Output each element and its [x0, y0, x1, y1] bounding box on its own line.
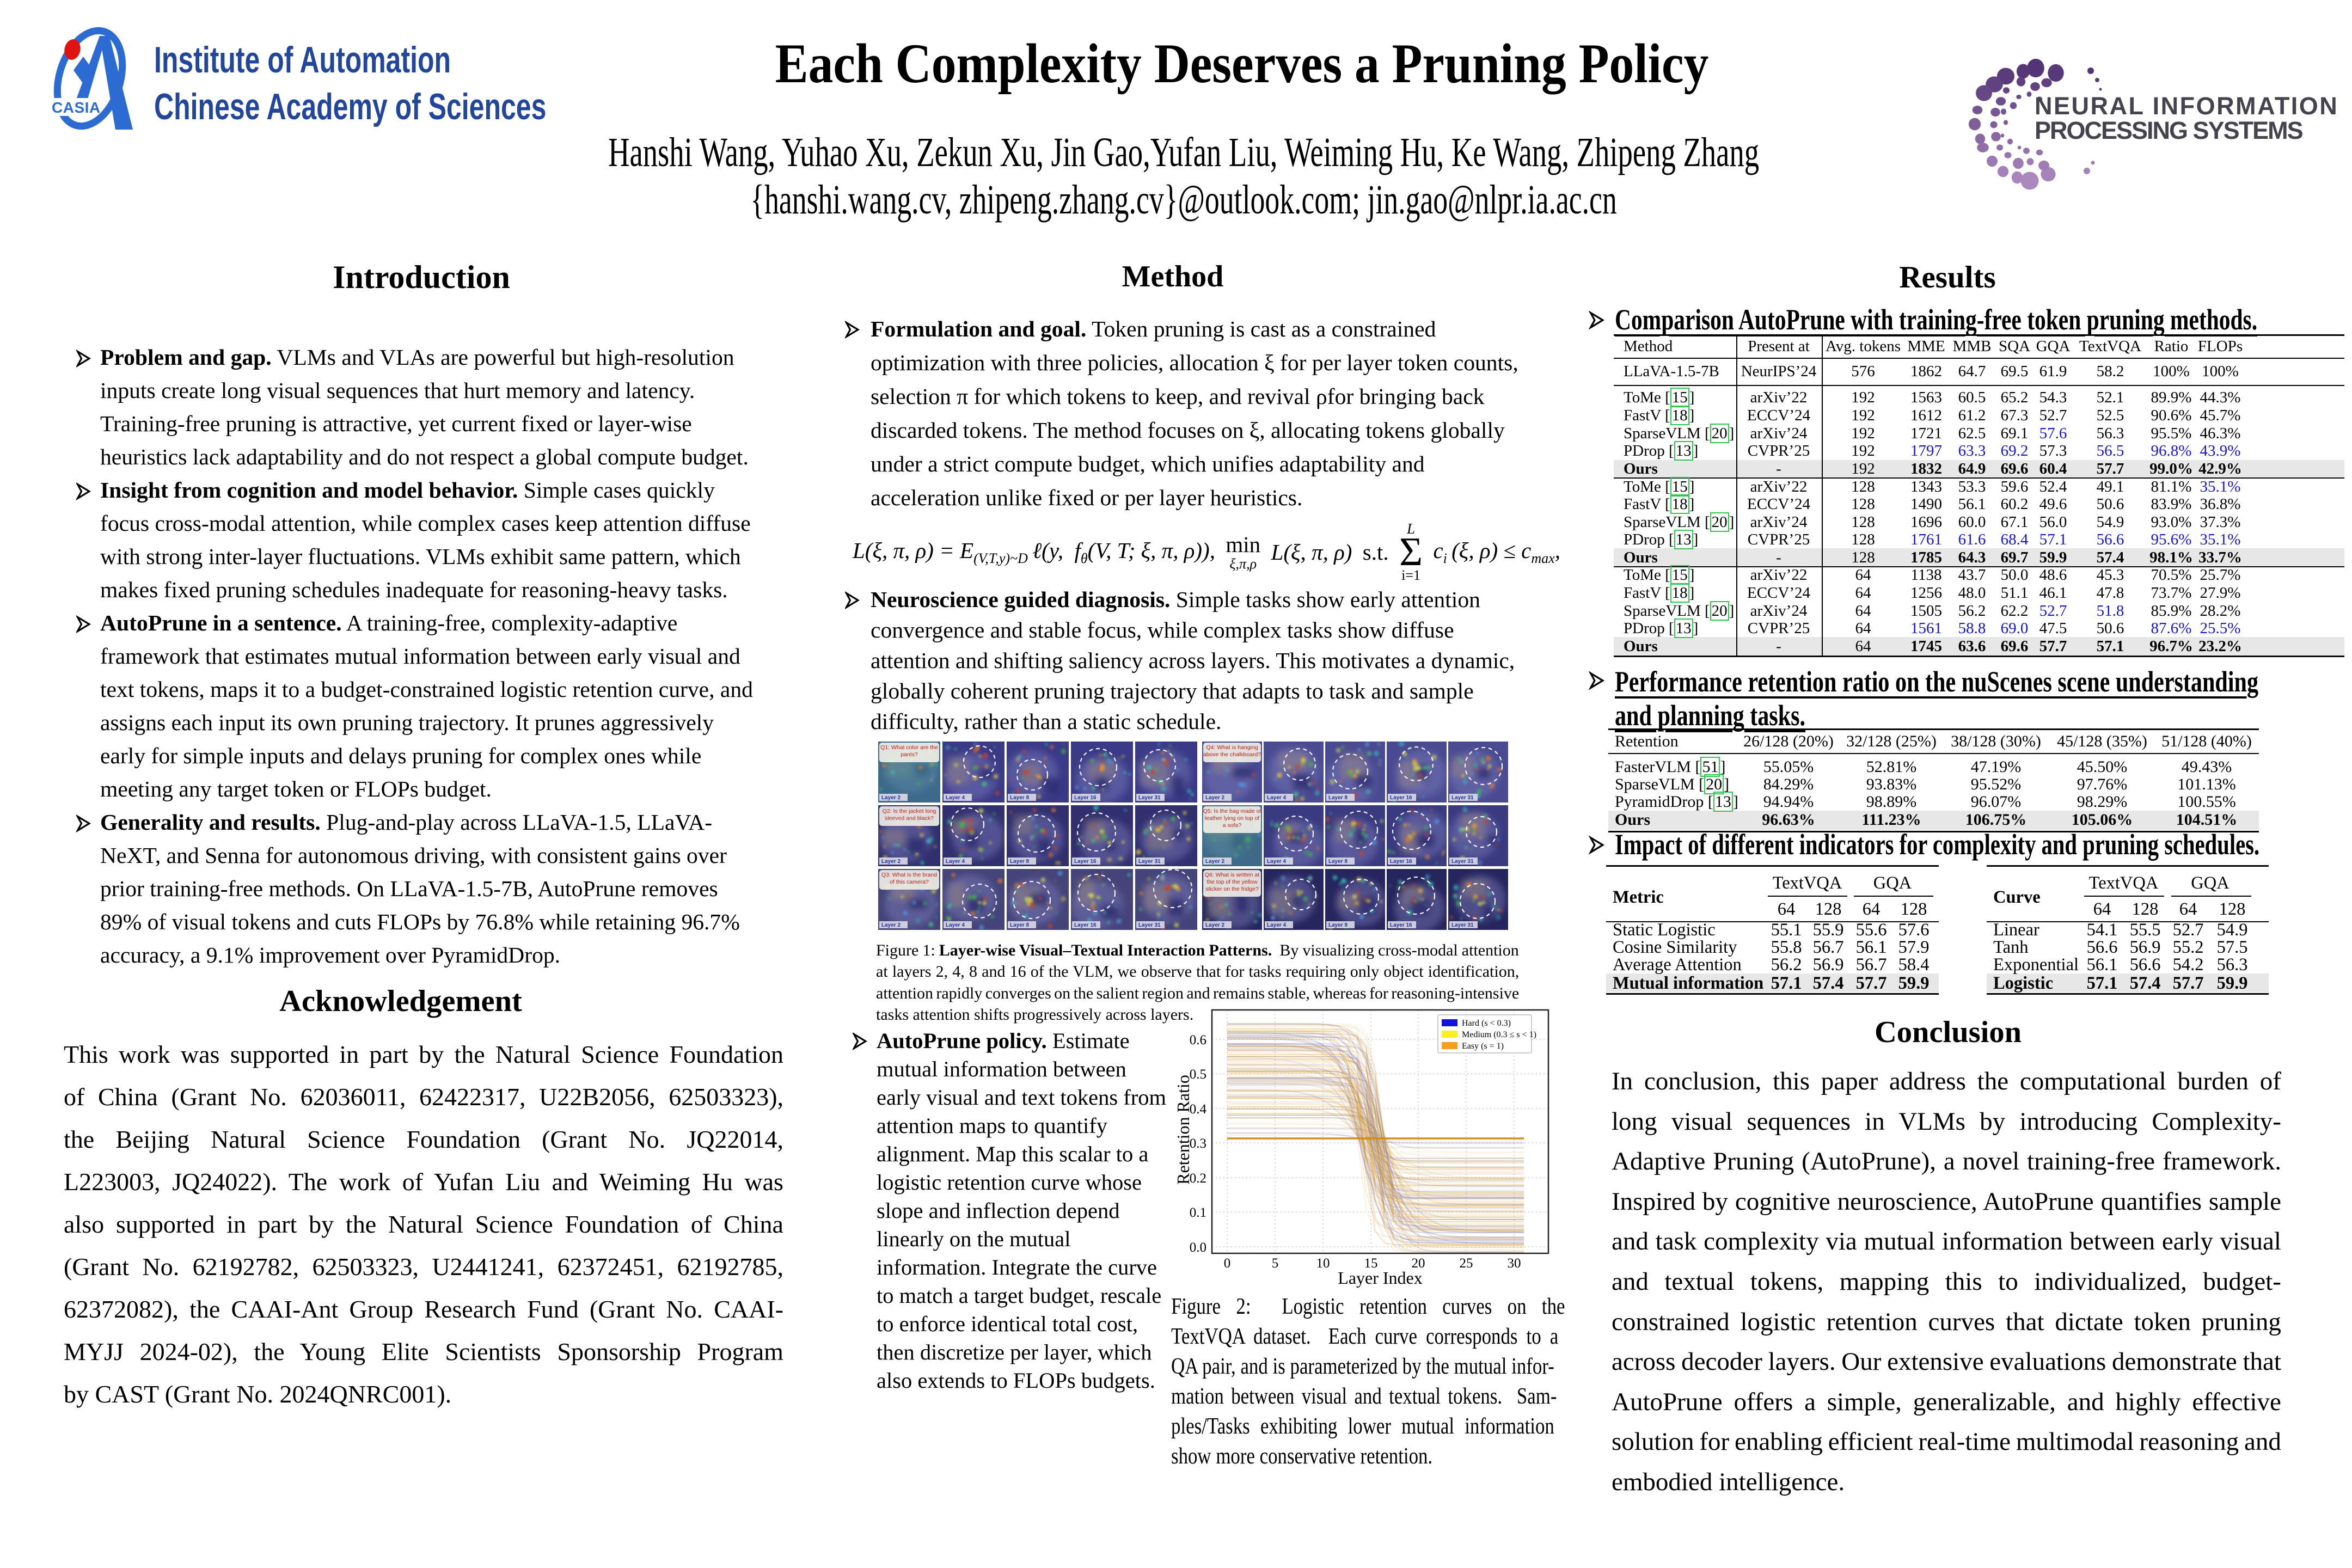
- svg-text:Layer 4: Layer 4: [946, 922, 965, 928]
- svg-text:Layer 31: Layer 31: [1451, 922, 1474, 928]
- svg-text:pants?: pants?: [901, 751, 918, 758]
- svg-text:Layer 31: Layer 31: [1451, 795, 1474, 801]
- svg-text:Layer 4: Layer 4: [1267, 859, 1286, 865]
- svg-text:Easy (s = 1): Easy (s = 1): [1462, 1042, 1504, 1051]
- svg-text:0.3: 0.3: [1190, 1136, 1206, 1151]
- svg-text:Layer 16: Layer 16: [1390, 922, 1412, 928]
- svg-text:0.1: 0.1: [1190, 1205, 1206, 1220]
- svg-text:Layer 2: Layer 2: [1205, 859, 1224, 865]
- svg-text:Q6: What is written at: Q6: What is written at: [1205, 872, 1259, 878]
- svg-text:25: 25: [1460, 1256, 1473, 1271]
- svg-text:Q3: What is the brand: Q3: What is the brand: [881, 872, 937, 878]
- svg-text:Retention Ratio: Retention Ratio: [1173, 1075, 1193, 1185]
- svg-text:Layer 16: Layer 16: [1074, 859, 1097, 865]
- svg-text:sleeved and black?: sleeved and black?: [885, 815, 934, 822]
- svg-text:Layer 2: Layer 2: [881, 922, 901, 928]
- svg-text:0.4: 0.4: [1190, 1102, 1207, 1117]
- svg-text:10: 10: [1316, 1256, 1330, 1271]
- svg-text:15: 15: [1364, 1256, 1378, 1271]
- svg-text:Layer 8: Layer 8: [1010, 795, 1029, 801]
- svg-text:the top of the yellow: the top of the yellow: [1206, 879, 1258, 885]
- svg-text:Q2: Is the jacket long: Q2: Is the jacket long: [883, 808, 936, 814]
- svg-text:Layer 31: Layer 31: [1138, 859, 1161, 865]
- svg-text:0.5: 0.5: [1190, 1067, 1206, 1082]
- svg-text:above the chalkboard?: above the chalkboard?: [1203, 751, 1261, 758]
- svg-text:Layer 8: Layer 8: [1010, 922, 1029, 928]
- svg-text:Layer 8: Layer 8: [1010, 859, 1029, 865]
- svg-text:20: 20: [1412, 1256, 1425, 1271]
- svg-text:0.2: 0.2: [1190, 1171, 1206, 1186]
- svg-text:30: 30: [1508, 1256, 1521, 1271]
- svg-text:Layer 31: Layer 31: [1138, 922, 1161, 928]
- svg-text:Layer 8: Layer 8: [1328, 922, 1347, 928]
- svg-text:Layer 8: Layer 8: [1328, 859, 1347, 865]
- svg-text:Layer 4: Layer 4: [1267, 922, 1286, 928]
- svg-text:0.0: 0.0: [1190, 1240, 1206, 1255]
- svg-text:leather lying on top of: leather lying on top of: [1205, 815, 1259, 822]
- svg-text:Layer 31: Layer 31: [1138, 795, 1161, 801]
- svg-text:Layer 8: Layer 8: [1328, 795, 1347, 801]
- svg-text:Layer 4: Layer 4: [946, 859, 965, 865]
- svg-text:Q5: Is the bag made of: Q5: Is the bag made of: [1203, 808, 1261, 814]
- svg-text:Layer 2: Layer 2: [881, 859, 901, 865]
- svg-text:sticker on the fridge?: sticker on the fridge?: [1205, 886, 1259, 892]
- svg-text:Q4: What is hanging: Q4: What is hanging: [1206, 744, 1258, 751]
- svg-text:Medium (0.3 ≤ s < 1): Medium (0.3 ≤ s < 1): [1462, 1030, 1536, 1039]
- svg-text:Layer 2: Layer 2: [1205, 922, 1224, 928]
- svg-text:0.6: 0.6: [1190, 1033, 1206, 1048]
- svg-text:Hard (s < 0.3): Hard (s < 0.3): [1462, 1019, 1511, 1028]
- svg-text:Layer 16: Layer 16: [1074, 795, 1097, 801]
- svg-text:Layer 16: Layer 16: [1390, 859, 1412, 865]
- svg-text:Layer 16: Layer 16: [1074, 922, 1097, 928]
- svg-text:Layer 4: Layer 4: [946, 795, 965, 801]
- svg-text:Layer 2: Layer 2: [1205, 795, 1224, 801]
- svg-text:Layer Index: Layer Index: [1338, 1268, 1422, 1288]
- svg-text:a sofa?: a sofa?: [1223, 822, 1242, 829]
- svg-text:Layer 2: Layer 2: [881, 795, 901, 801]
- svg-text:Layer 16: Layer 16: [1390, 795, 1412, 801]
- svg-text:5: 5: [1272, 1256, 1279, 1271]
- svg-text:of this camera?: of this camera?: [890, 879, 929, 885]
- svg-text:CASIA: CASIA: [52, 99, 101, 116]
- svg-text:0: 0: [1224, 1256, 1231, 1271]
- svg-text:Q1: What color are the: Q1: What color are the: [880, 744, 938, 751]
- svg-text:Layer 4: Layer 4: [1267, 795, 1286, 801]
- svg-text:Layer 31: Layer 31: [1451, 859, 1474, 865]
